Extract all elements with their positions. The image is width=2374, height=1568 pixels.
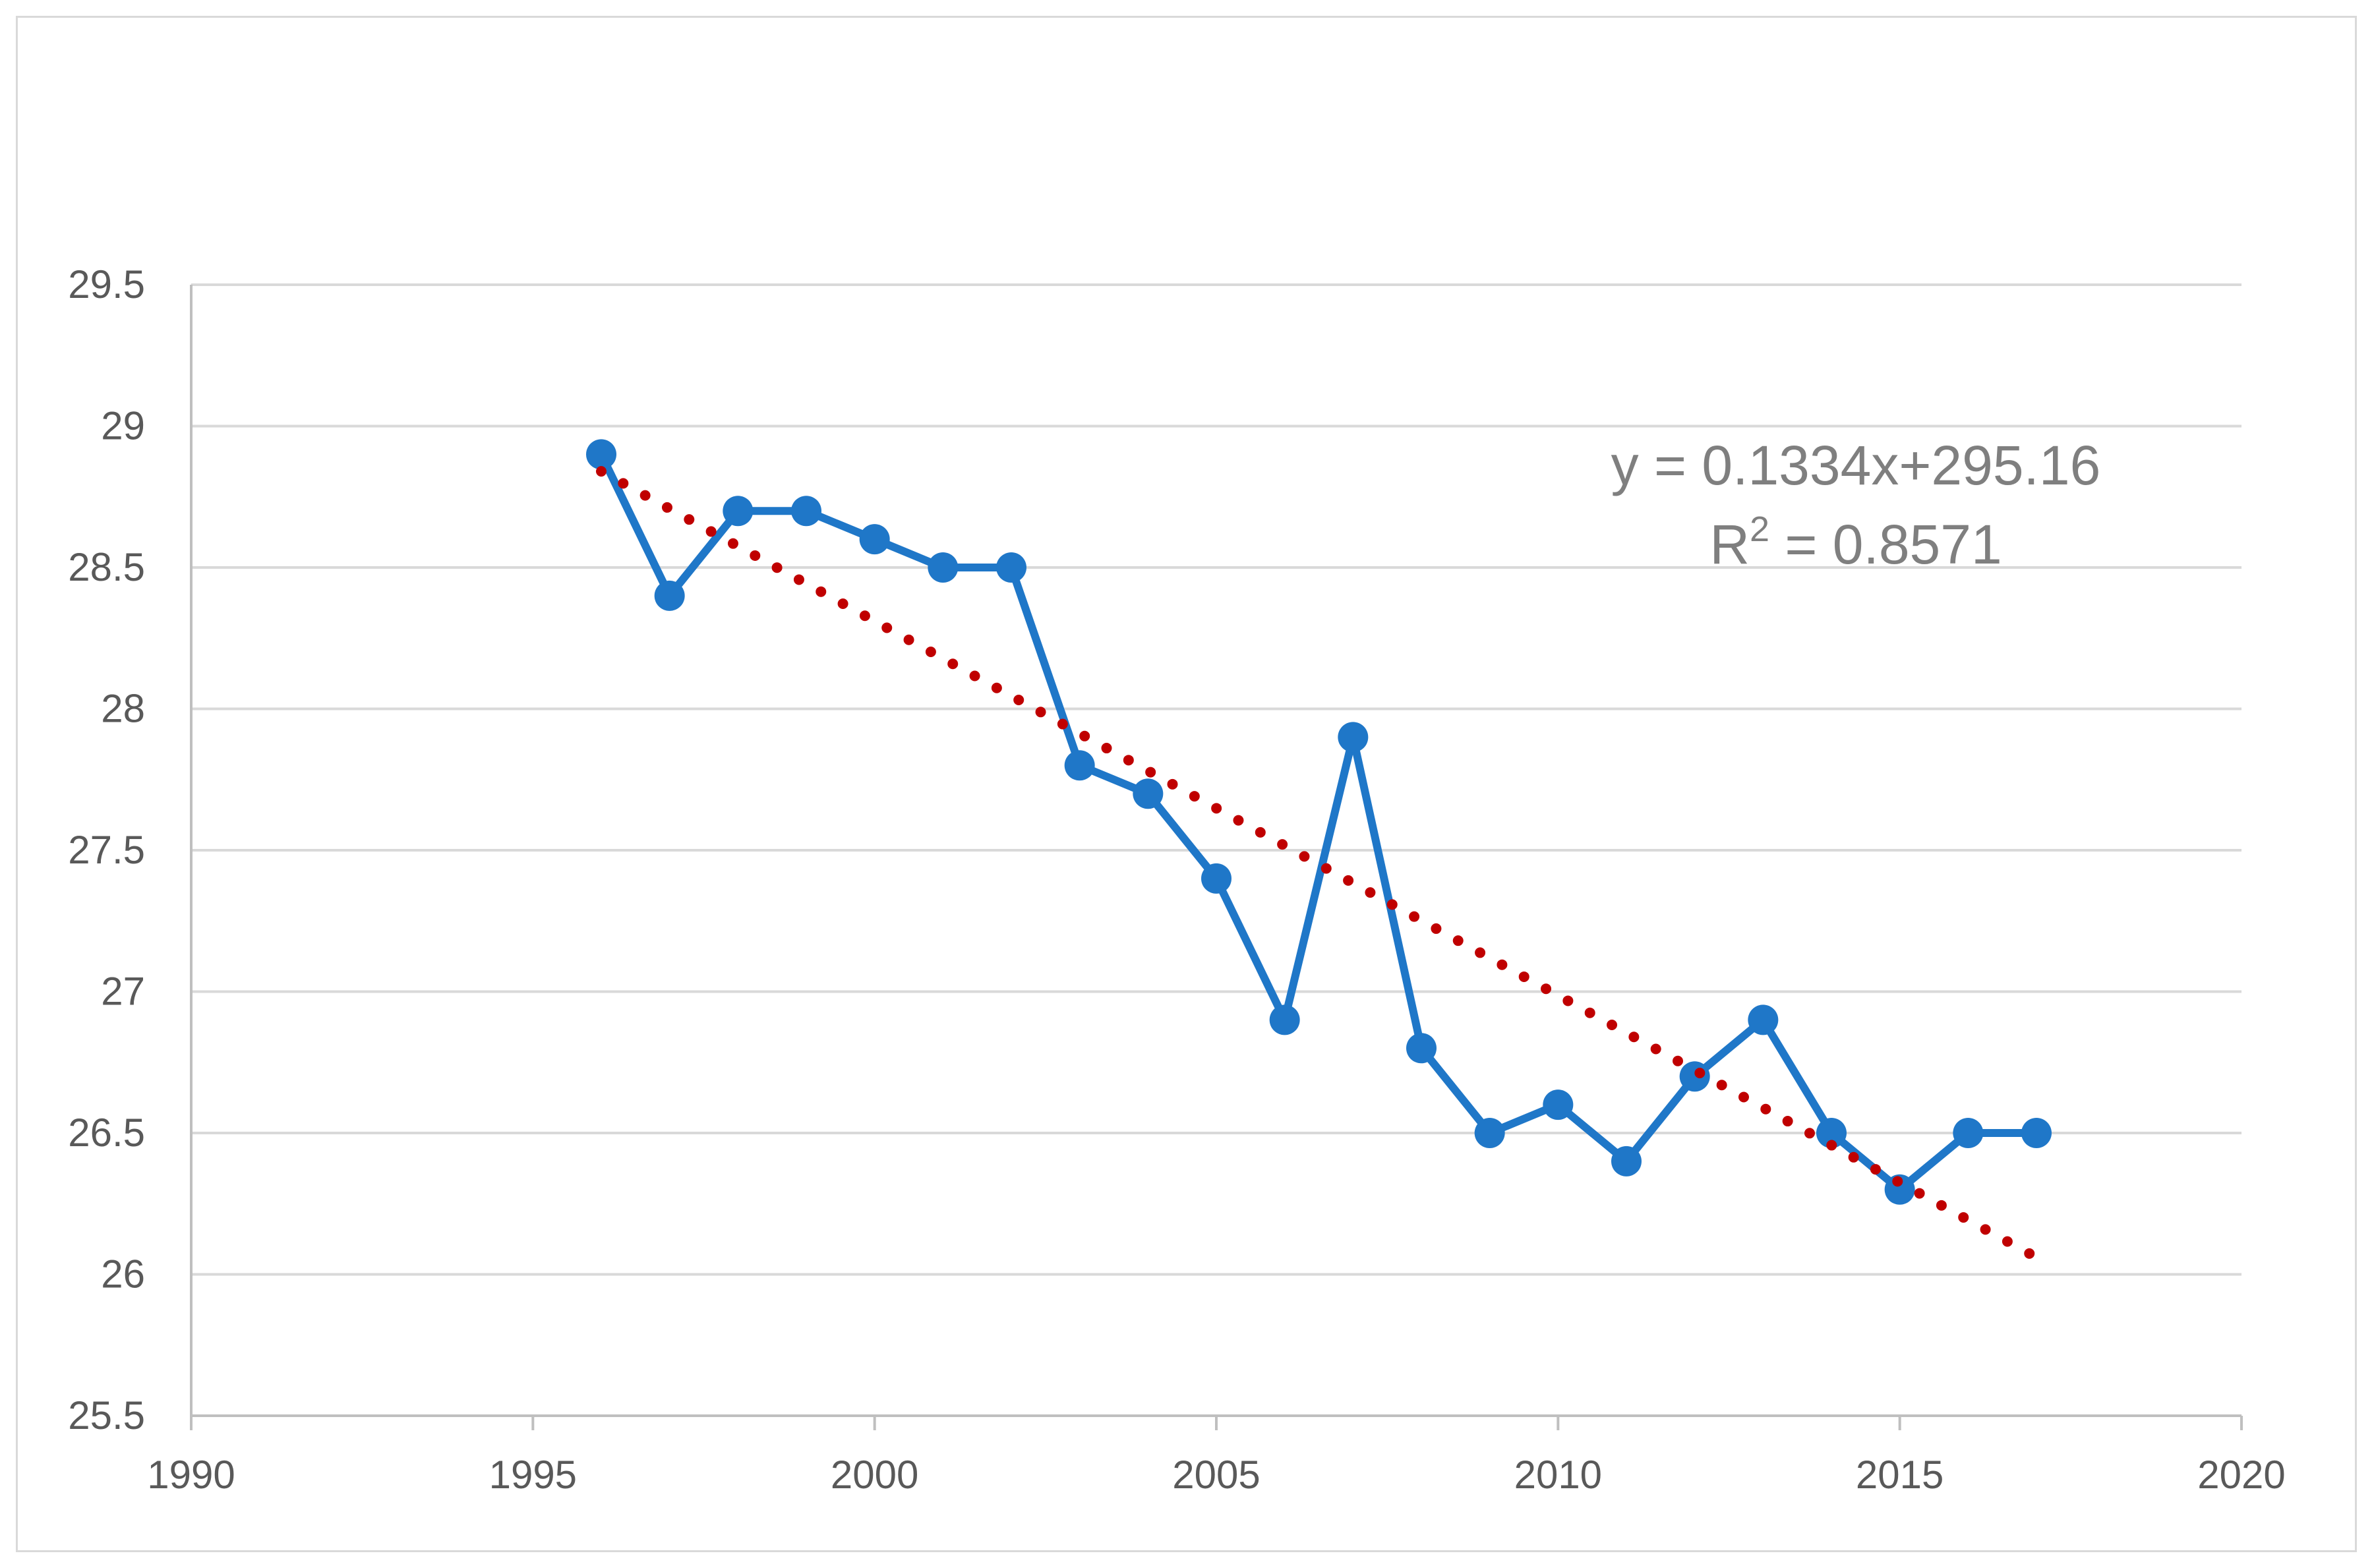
data-point — [586, 439, 616, 470]
series-line — [597, 452, 2036, 1194]
trendline-group — [596, 466, 2042, 1263]
y-tick-label: 29.5 — [68, 262, 145, 306]
data-point — [1884, 1174, 1915, 1205]
axes — [190, 285, 2243, 1430]
data-point — [1269, 1004, 1300, 1035]
data-point — [1133, 778, 1164, 809]
data-point — [791, 496, 821, 527]
data-point — [1611, 1146, 1642, 1176]
data-point — [2021, 1118, 2052, 1148]
x-tick-label: 2020 — [2197, 1453, 2285, 1497]
gridlines — [191, 283, 2241, 1276]
data-point — [1543, 1089, 1574, 1120]
x-tick-label: 2005 — [1172, 1453, 1260, 1497]
x-tick-label: 1990 — [147, 1453, 235, 1497]
y-tick-label: 25.5 — [68, 1393, 145, 1437]
data-point — [1816, 1118, 1847, 1148]
data-point — [1953, 1118, 1984, 1148]
trendline-equation: y = 0.1334x+295.16 — [1611, 434, 2101, 496]
trendline — [596, 466, 2042, 1263]
data-point — [1474, 1118, 1505, 1148]
r-squared-value: = 0.8571 — [1769, 513, 2002, 575]
y-tick-label: 28.5 — [68, 545, 145, 589]
x-tick-label: 2015 — [1856, 1453, 1944, 1497]
y-tick-label: 27 — [101, 970, 145, 1014]
data-point — [996, 552, 1026, 583]
data-point — [1064, 750, 1095, 781]
data-point — [1748, 1004, 1779, 1035]
data-point — [859, 524, 890, 555]
x-axis-tick-labels: 1990 1995 2000 2005 2010 2015 2020 — [147, 1453, 2285, 1497]
y-tick-label: 26 — [101, 1252, 145, 1296]
data-point — [654, 580, 685, 611]
r-squared-symbol: R — [1709, 513, 1750, 575]
y-axis-tick-labels: 25.5 26 26.5 27 27.5 28 28.5 29 29.5 — [68, 262, 145, 1437]
data-point — [1201, 863, 1232, 894]
data-point — [1406, 1033, 1437, 1064]
data-point — [928, 552, 959, 583]
y-tick-label: 28 — [101, 687, 145, 731]
x-tick-label: 1995 — [489, 1453, 577, 1497]
x-tick-label: 2000 — [831, 1453, 918, 1497]
x-tick-label: 2010 — [1514, 1453, 1602, 1497]
data-point — [1338, 722, 1369, 753]
series-group — [586, 439, 2052, 1205]
r-squared-label: R2 = 0.8571 — [1709, 509, 2002, 575]
y-tick-label: 26.5 — [68, 1111, 145, 1155]
r-squared-exponent: 2 — [1750, 509, 1769, 549]
y-tick-label: 27.5 — [68, 828, 145, 872]
chart-frame — [16, 16, 2357, 1552]
y-tick-label: 29 — [101, 404, 145, 448]
data-point — [723, 496, 754, 527]
data-point — [1679, 1061, 1710, 1092]
